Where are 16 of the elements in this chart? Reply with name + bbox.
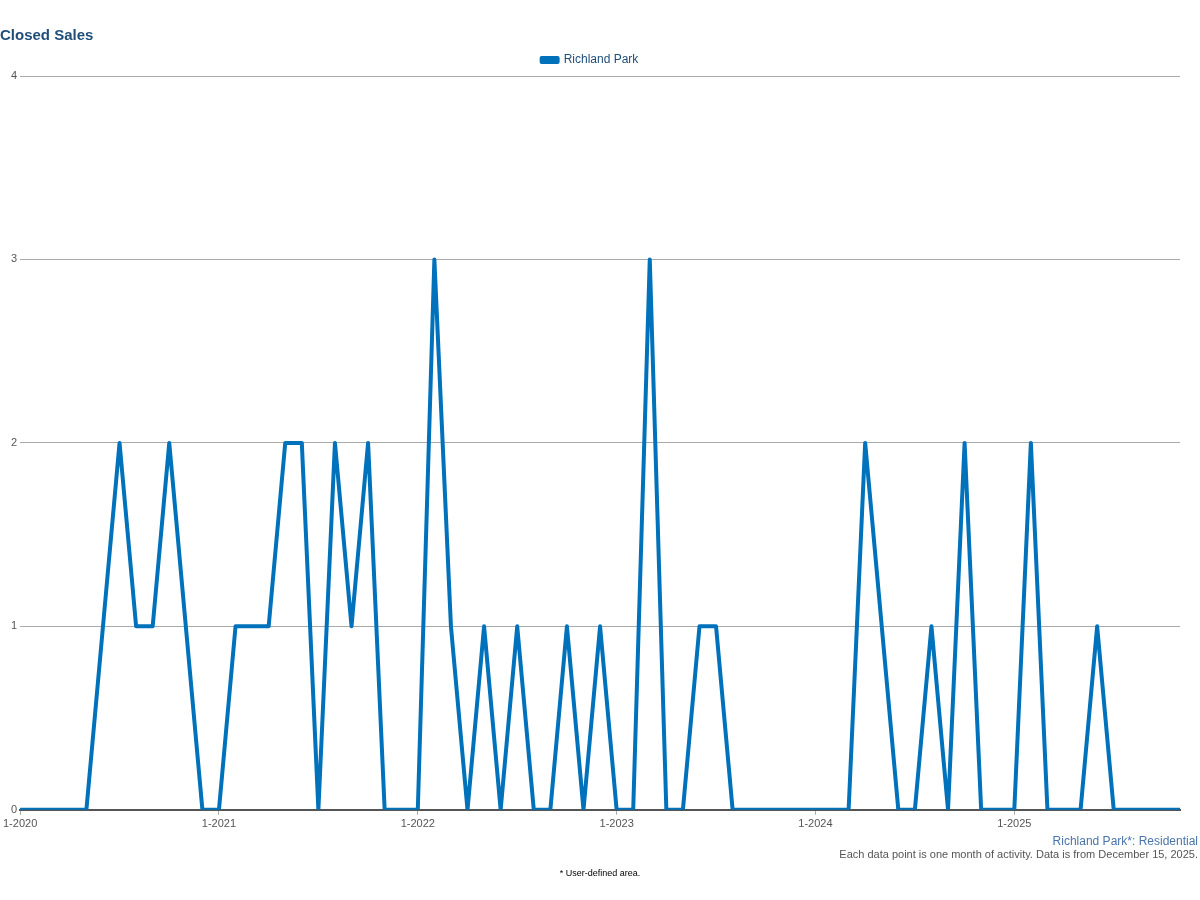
text: * User-defined area.: [558, 868, 642, 878]
x-tick-label: 1-2022: [400, 817, 435, 830]
x-tick-label: 1-2021: [201, 817, 237, 830]
y-tick-label: 3: [11, 252, 18, 265]
y-tick-label: 2: [11, 435, 18, 448]
x-tick-label: 1-2024: [798, 817, 833, 830]
legend-label: Richland Park: [563, 52, 640, 67]
x-tick-label: 1-2023: [599, 817, 634, 830]
y-tick-label: 1: [11, 619, 18, 632]
text: Richland Park*: Residential: [1051, 834, 1199, 848]
y-tick-label: 0: [11, 802, 18, 815]
text: Each data point is one month of activity. Data is from December 15, 2025.: [838, 848, 1199, 860]
x-tick-label: 1-2020: [2, 817, 38, 830]
y-tick-label: 4: [11, 69, 18, 82]
chart-title: Closed Sales: [0, 25, 95, 44]
x-tick-label: 1-2025: [997, 817, 1032, 830]
